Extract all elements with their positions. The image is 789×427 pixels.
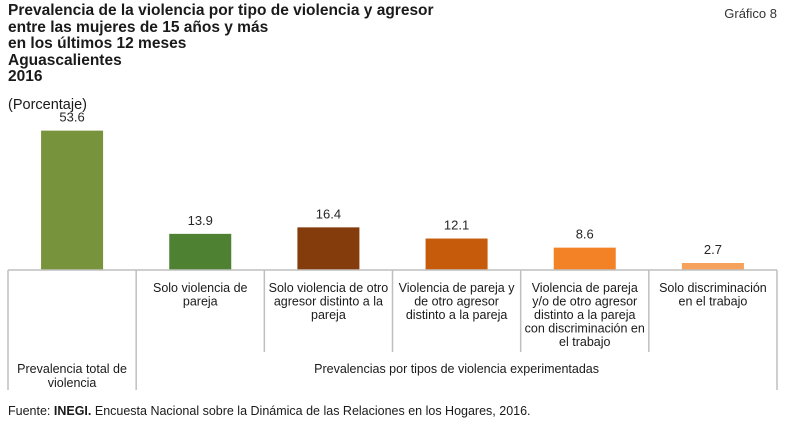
bar [297, 227, 360, 270]
category-label: de otro agresor [414, 295, 499, 309]
bar [425, 238, 488, 270]
data-label: 12.1 [444, 218, 469, 233]
data-label: 2.7 [704, 242, 722, 257]
title-line: 2016 [8, 68, 43, 85]
category-label: el trabajo [559, 335, 610, 349]
title-line: Aguascalientes [8, 51, 122, 69]
bar [169, 233, 232, 270]
title-line: en los últimos 12 meses [8, 35, 187, 52]
data-label: 16.4 [316, 206, 341, 221]
data-label: 13.9 [188, 213, 213, 228]
title-line: Prevalencia de la violencia por tipo de … [8, 2, 434, 19]
category-label: Prevalencia total de [17, 362, 127, 376]
category-label: Solo violencia de [153, 281, 248, 295]
source-org: INEGI. [53, 404, 92, 418]
graph-number: Gráfico 8 [724, 6, 777, 21]
category-label: Solo violencia de otro [269, 281, 389, 295]
category-label: Violencia de pareja [532, 281, 638, 295]
category-label: agresor distinto a la [274, 295, 383, 309]
bar [41, 130, 104, 270]
chart-title: Prevalencia de la violencia por tipo de … [8, 2, 434, 86]
category-label: pareja [183, 295, 218, 309]
data-label: 53.6 [59, 110, 84, 125]
category-label: distinto a la pareja [534, 308, 636, 322]
source-text: Encuesta Nacional sobre la Dinámica de l… [91, 404, 531, 418]
category-label: y/o de otro agresor [532, 295, 637, 309]
category-label: en el trabajo [679, 295, 748, 309]
source-prefix: Fuente: [8, 404, 54, 418]
category-label: con discriminación en [525, 322, 645, 336]
chart-subtitle: (Porcentaje) [8, 97, 87, 113]
group-label: Prevalencias por tipos de violencia expe… [314, 362, 599, 376]
category-label: distinto a la pareja [406, 308, 508, 322]
category-label: Violencia de pareja y [399, 281, 516, 295]
source-footer: Fuente: INEGI. Encuesta Nacional sobre l… [8, 404, 531, 418]
title-line: entre las mujeres de 15 años y más [8, 18, 269, 36]
bar [553, 247, 616, 270]
category-label: violencia [48, 376, 97, 390]
data-label: 8.6 [576, 227, 594, 242]
category-label: pareja [311, 308, 346, 322]
bar [681, 262, 744, 270]
category-label: Solo discriminación [659, 281, 767, 295]
